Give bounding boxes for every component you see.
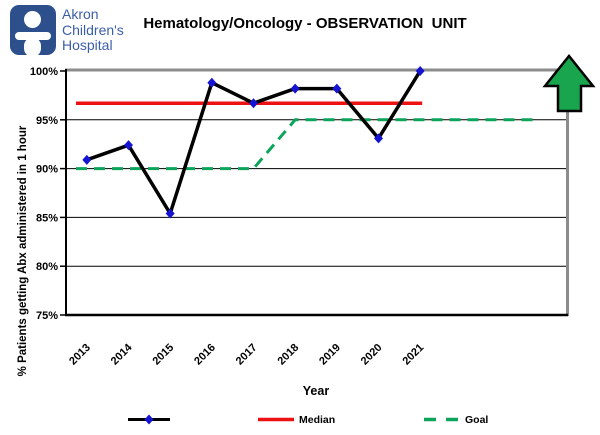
median-line-sample-icon	[258, 417, 294, 422]
x-axis-title: Year	[302, 384, 330, 398]
logo-line-1: Akron	[62, 6, 99, 22]
data-point-2020	[374, 133, 383, 144]
x-tick-label-2020: 2020	[359, 342, 385, 368]
y-tick-label: 85%	[36, 212, 58, 224]
legend-item-data-series	[127, 413, 175, 426]
logo-line-2: Children's	[62, 21, 124, 38]
data-point-2016	[207, 77, 217, 88]
goal-line-sample-icon	[424, 417, 460, 422]
data-line	[86, 70, 422, 216]
x-tick-label-2013: 2013	[67, 342, 93, 368]
y-tick-label: 90%	[36, 164, 58, 176]
up-arrow-icon	[542, 53, 596, 113]
baby-pin-icon	[10, 5, 56, 57]
x-tick-label-2017: 2017	[234, 342, 260, 368]
y-tick-label: 100%	[30, 66, 58, 78]
data-point-2018	[290, 83, 300, 94]
hospital-logo: Akron Children's Hospital	[10, 5, 124, 57]
data-point-2019	[332, 83, 342, 94]
logo-line-3: Hospital	[62, 37, 113, 53]
goal-line	[76, 118, 537, 171]
x-tick-label-2014: 2014	[109, 341, 135, 367]
x-tick-label-2019: 2019	[317, 342, 343, 368]
legend-label-goal: Goal	[465, 413, 489, 426]
x-tick-label-2016: 2016	[192, 342, 218, 368]
x-tick-label-2015: 2015	[150, 342, 176, 368]
chart-title: Hematology/Oncology - OBSERVATION UNIT	[143, 15, 467, 32]
data-point-2014	[124, 140, 133, 151]
data-point-2015	[165, 208, 175, 219]
data-point-2017	[249, 98, 258, 109]
x-tick-label-2021: 2021	[400, 342, 426, 368]
data-point-2021	[415, 66, 425, 76]
x-tick-label-2018: 2018	[275, 342, 301, 368]
y-tick-label: 75%	[36, 310, 58, 322]
legend-label-median: Median	[299, 413, 336, 426]
data-point-2013	[82, 154, 92, 165]
y-tick-label: 95%	[36, 115, 58, 127]
hospital-name: Akron Children's Hospital	[62, 6, 124, 55]
legend-item-goal: Goal	[423, 413, 488, 426]
legend-item-median: Median	[257, 413, 335, 426]
y-tick-label: 80%	[36, 261, 58, 273]
data-series-sample-icon	[128, 414, 170, 425]
